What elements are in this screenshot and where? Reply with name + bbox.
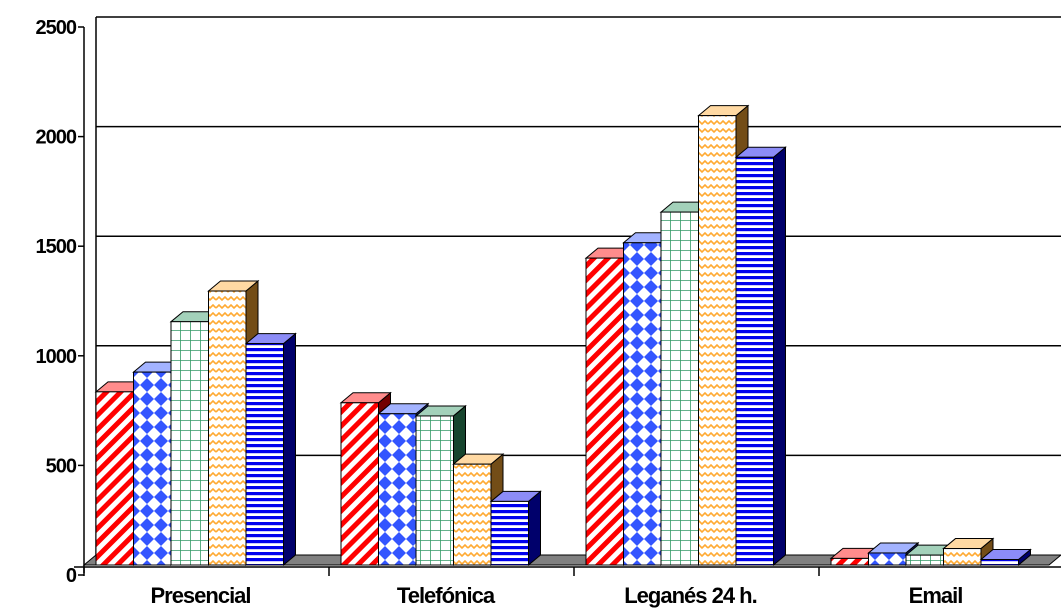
x-category-label: Email [909,583,963,608]
x-category-label: Presencial [150,583,250,608]
bar-front-face [490,500,529,566]
bar [414,404,467,567]
bar-side-face [773,146,786,567]
bar-front-face [980,559,1019,566]
bar-front-face [245,343,284,566]
bar-front-face [453,463,492,566]
x-category-label: Telefónica [397,583,496,608]
bar-front-face [735,156,774,566]
bar-front-face [830,557,869,566]
bar-side-face [528,490,541,567]
bar-front-face [378,413,417,566]
y-tick-label: 0 [66,565,77,587]
bar-front-face [943,548,982,566]
bar-front-face [623,242,662,566]
y-tick-label: 500 [46,455,77,477]
y-tick-label: 2000 [36,127,77,149]
bar-front-face [170,321,209,566]
y-tick-label: 1500 [36,236,77,258]
bar-front-face [868,552,907,566]
bar-front-face [660,211,699,566]
bar-front-face [415,415,454,566]
bar-front-face [208,290,247,566]
bar [734,146,787,567]
x-category-label: Leganés 24 h. [624,583,757,608]
bar-front-face [95,391,134,566]
bar [489,490,542,567]
bar-front-face [905,554,944,566]
bar-side-face [283,332,296,567]
bar-front-face [340,402,379,566]
bar-front-face [698,115,737,566]
bar [979,548,1032,567]
bars-group [94,104,1032,567]
y-tick-label: 2500 [36,17,77,39]
axes: 0 500 1000 1500 2000 2500 Presencial Telefónica… [36,17,1061,608]
bar-front-face [133,371,172,566]
bar [244,332,297,567]
y-tick-label: 1000 [36,346,77,368]
bar-front-face [585,257,624,566]
